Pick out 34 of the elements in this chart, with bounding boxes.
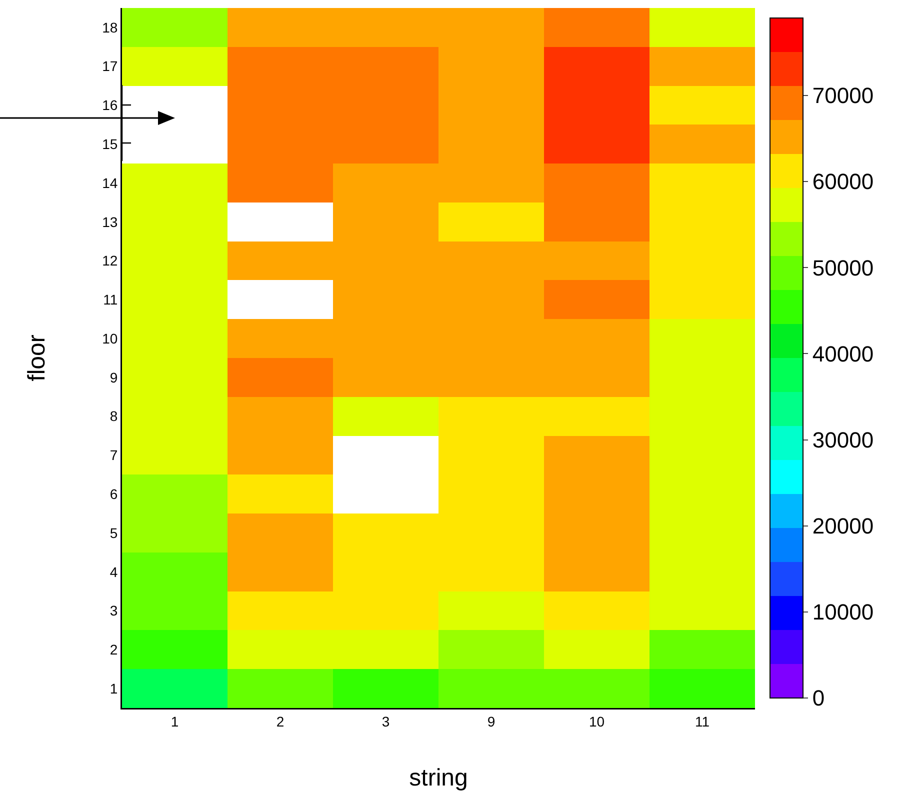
y-axis-title: floor	[23, 334, 50, 382]
x-tick-label: 10	[588, 713, 605, 730]
y-tick-label: 15	[102, 136, 118, 152]
y-tick-label: 16	[102, 97, 118, 114]
y-tick-label: 5	[110, 524, 118, 541]
y-tick-label: 12	[102, 252, 118, 269]
y-tick-label: 6	[110, 486, 118, 502]
y-tick-label: 7	[110, 447, 118, 464]
color-bar-label: 40000	[812, 341, 874, 366]
y-tick-label: 17	[102, 58, 118, 74]
y-tick-label: 13	[102, 214, 118, 230]
x-tick-label: 9	[487, 713, 496, 730]
color-bar-label: 60000	[812, 169, 874, 194]
x-tick-label: 11	[694, 713, 710, 730]
y-tick-label: 2	[110, 642, 118, 658]
color-bar-label: 50000	[812, 255, 874, 280]
x-tick-label: 3	[382, 713, 390, 730]
color-bar-label: 20000	[812, 514, 874, 539]
color-bar-label: 0	[812, 686, 825, 711]
x-tick-label: 1	[170, 713, 179, 730]
y-tick-label: 18	[102, 19, 118, 36]
y-tick-label: 8	[110, 408, 118, 424]
y-tick-label: 10	[102, 330, 118, 346]
y-tick-label: 4	[110, 564, 118, 580]
y-tick-label: 9	[110, 369, 118, 386]
x-axis-title: string	[409, 764, 468, 792]
y-tick-label: 14	[102, 174, 118, 191]
color-bar-label: 70000	[812, 83, 874, 108]
color-bar-label: 10000	[812, 600, 874, 625]
x-tick-label: 2	[276, 713, 284, 730]
y-tick-label: 1	[110, 680, 118, 696]
y-tick-label: 11	[103, 292, 118, 308]
color-bar-label: 30000	[812, 427, 874, 452]
y-tick-label: 3	[110, 602, 118, 619]
